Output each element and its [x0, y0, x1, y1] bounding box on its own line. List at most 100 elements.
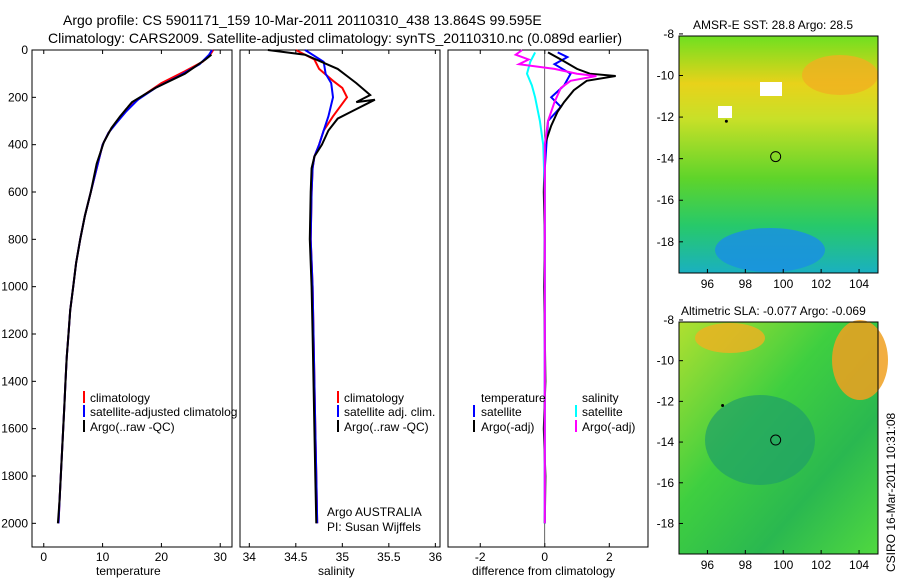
legend-satellite-adjusted: satellite-adjusted climatolog [90, 405, 237, 419]
y-tick-label: 1000 [1, 280, 28, 294]
sla-map-ticks: 96 98 100 102 104 -8 -10 -12 -14 -16 -18 [657, 313, 870, 572]
x-tick-label: 100 [773, 558, 793, 572]
sla-profile-location-marker [770, 434, 782, 446]
sla-map-title: Altimetric SLA: -0.077 Argo: -0.069 [681, 304, 866, 318]
y-tick-label: 400 [8, 138, 28, 152]
x-tick-label: 20 [155, 550, 169, 564]
x-tick-label: 102 [811, 558, 831, 572]
y-tick-label: -16 [657, 476, 675, 490]
legend-climatology: climatology [90, 391, 150, 405]
salinity-xlabel: salinity [318, 564, 355, 578]
salinity-plot-frame [239, 49, 441, 548]
y-tick-label: 1600 [1, 422, 28, 436]
x-tick-label: 0 [40, 550, 47, 564]
salinity-ticks: 34 34.5 35 35.5 36 [243, 50, 443, 564]
y-tick-label: 600 [8, 185, 28, 199]
legend-argo: Argo(..raw -QC) [90, 420, 175, 434]
sst-map-panel: AMSR-E SST: 28.8 Argo: 28.5 96 98 100 102 10… [657, 18, 879, 291]
annotation-argo-australia: Argo AUSTRALIA [327, 505, 422, 519]
x-tick-label: 0 [541, 550, 548, 564]
y-tick-label: -10 [657, 69, 675, 83]
legend-sal-argo: Argo(-adj) [582, 420, 635, 434]
figure-title-line-2: Climatology: CARS2009. Satellite-adjuste… [48, 30, 622, 46]
salinity-curves [267, 49, 376, 524]
y-tick-label: -12 [657, 394, 675, 408]
temperature-panel: 0 10 20 30 0 200 400 600 800 1000 1200 1400 1600 1800… [1, 43, 237, 578]
side-timestamp-label: CSIRO 16-Mar-2011 10:31:08 [884, 412, 898, 572]
legend-temp-argo: Argo(-adj) [481, 420, 534, 434]
sst-profile-location-marker [770, 151, 782, 163]
x-tick-label: 35 [336, 550, 350, 564]
x-tick-label: 98 [739, 558, 753, 572]
y-tick-label: 800 [8, 232, 28, 246]
salinity-panel: 34 34.5 35 35.5 36 salinity climatology sate… [239, 49, 443, 578]
y-tick-label: 2000 [1, 516, 28, 530]
figure-title-line-1: Argo profile: CS 5901171_159 10-Mar-2011… [63, 12, 542, 28]
legend-temperature-title: temperature [481, 391, 546, 405]
y-tick-label: -14 [657, 435, 675, 449]
difference-legend: temperature satellite Argo(-adj) salinit… [473, 391, 635, 434]
x-tick-label: 96 [701, 558, 715, 572]
sst-map-ticks: 96 98 100 102 104 -8 -10 -12 -14 -16 -18 [657, 27, 870, 291]
sla-low-patch [705, 395, 815, 485]
legend-temp-satellite: satellite [481, 405, 522, 419]
sst-missing-patch [760, 82, 782, 96]
y-tick-label: -18 [657, 516, 675, 530]
series-line [543, 51, 572, 524]
x-tick-label: 34 [243, 550, 257, 564]
x-tick-label: -2 [475, 550, 486, 564]
y-tick-label: 1800 [1, 469, 28, 483]
temperature-plot-frame [31, 49, 233, 548]
legend-argo: Argo(..raw -QC) [344, 420, 429, 434]
y-tick-label: -10 [657, 354, 675, 368]
y-tick-label: 200 [8, 90, 28, 104]
temperature-ticks: 0 10 20 30 0 200 400 600 800 1000 1200 1400 1600 1800… [1, 43, 227, 564]
x-tick-label: 30 [214, 550, 228, 564]
difference-ticks: -2 0 2 [475, 50, 613, 564]
sst-point-marker [724, 119, 728, 123]
x-tick-label: 102 [811, 277, 831, 291]
x-tick-label: 34.5 [284, 550, 308, 564]
salinity-legend: climatology satellite adj. clim. Argo(..… [337, 391, 435, 434]
x-tick-label: 104 [849, 277, 869, 291]
legend-sal-satellite: satellite [582, 405, 623, 419]
x-tick-label: 35.5 [377, 550, 401, 564]
legend-satellite-adj: satellite adj. clim. [344, 405, 435, 419]
difference-curves [513, 49, 616, 547]
x-tick-label: 96 [701, 277, 715, 291]
sst-warm-patch [802, 55, 878, 95]
x-tick-label: 2 [606, 550, 613, 564]
sla-map-panel: Altimetric SLA: -0.077 Argo: -0.069 96 98… [657, 304, 888, 572]
sla-high-patch [695, 323, 765, 353]
y-tick-label: -18 [657, 235, 675, 249]
legend-climatology: climatology [344, 391, 404, 405]
sst-missing-patch [718, 106, 732, 118]
sst-map-title: AMSR-E SST: 28.8 Argo: 28.5 [693, 18, 853, 32]
y-tick-label: 1400 [1, 374, 28, 388]
difference-xlabel: difference from climatology [472, 564, 615, 578]
y-tick-label: 0 [21, 43, 28, 57]
x-tick-label: 98 [739, 277, 753, 291]
sla-high-patch [832, 320, 888, 400]
y-tick-label: -8 [663, 313, 674, 327]
x-tick-label: 104 [849, 558, 869, 572]
temperature-legend: climatology satellite-adjusted climatolo… [83, 391, 237, 434]
temperature-xlabel: temperature [96, 564, 161, 578]
x-tick-label: 100 [773, 277, 793, 291]
y-tick-label: 1200 [1, 327, 28, 341]
y-tick-label: -14 [657, 152, 675, 166]
x-tick-label: 36 [429, 550, 443, 564]
y-tick-label: -8 [663, 27, 674, 41]
sla-point-marker [721, 403, 725, 407]
series-line [267, 49, 376, 524]
series-line [513, 49, 597, 524]
x-tick-label: 10 [96, 550, 110, 564]
y-tick-label: -16 [657, 193, 675, 207]
y-tick-label: -12 [657, 110, 675, 124]
difference-panel: -2 0 2 difference from climatology tempera… [447, 49, 649, 578]
legend-salinity-title: salinity [582, 391, 619, 405]
sst-cool-patch [715, 228, 825, 272]
sla-map-frame [678, 321, 879, 555]
sst-map-frame [678, 35, 879, 274]
